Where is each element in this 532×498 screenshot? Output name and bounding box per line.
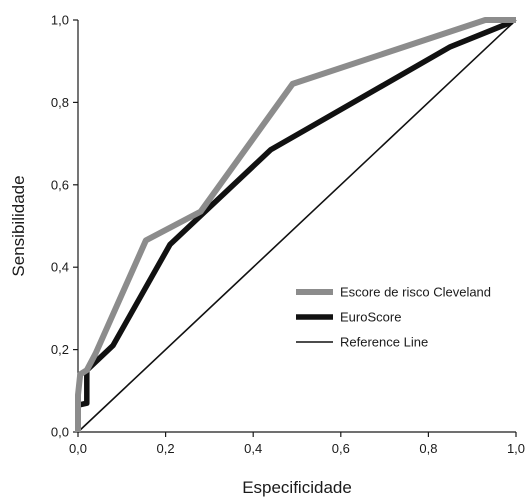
y-tick-label: 0,4 [51,260,69,275]
series-reference-line [77,19,517,433]
y-axis-title: Sensibilidade [9,175,28,276]
x-tick-label: 0,0 [69,441,87,456]
x-tick-label: 0,4 [244,441,262,456]
ticks: 0,0 0,2 0,4 0,6 0,8 1,0 0,0 0,2 0,4 0,6 0,8 1,0 [51,13,525,457]
legend-label: Reference Line [340,335,428,350]
series-lines [75,17,517,433]
y-tick-label: 1,0 [51,13,69,28]
legend-label: Escore de risco Cleveland [340,285,491,300]
legend-item-reference: Reference Line [296,335,428,350]
legend-label: EuroScore [340,310,401,325]
x-tick-label: 1,0 [507,441,525,456]
series-cleveland-line [75,17,516,432]
x-tick-label: 0,2 [157,441,175,456]
legend-item-cleveland: Escore de risco Cleveland [296,285,491,300]
legend: Escore de risco Cleveland EuroScore Refere… [296,285,491,350]
axes [77,20,516,433]
y-tick-label: 0,0 [51,425,69,440]
y-tick-label: 0,2 [51,342,69,357]
x-tick-label: 0,6 [332,441,350,456]
y-tick-label: 0,6 [51,177,69,192]
y-tick-label: 0,8 [51,95,69,110]
legend-item-euroscore: EuroScore [296,310,401,325]
x-axis-title: Especificidade [242,478,352,497]
x-tick-label: 0,8 [419,441,437,456]
